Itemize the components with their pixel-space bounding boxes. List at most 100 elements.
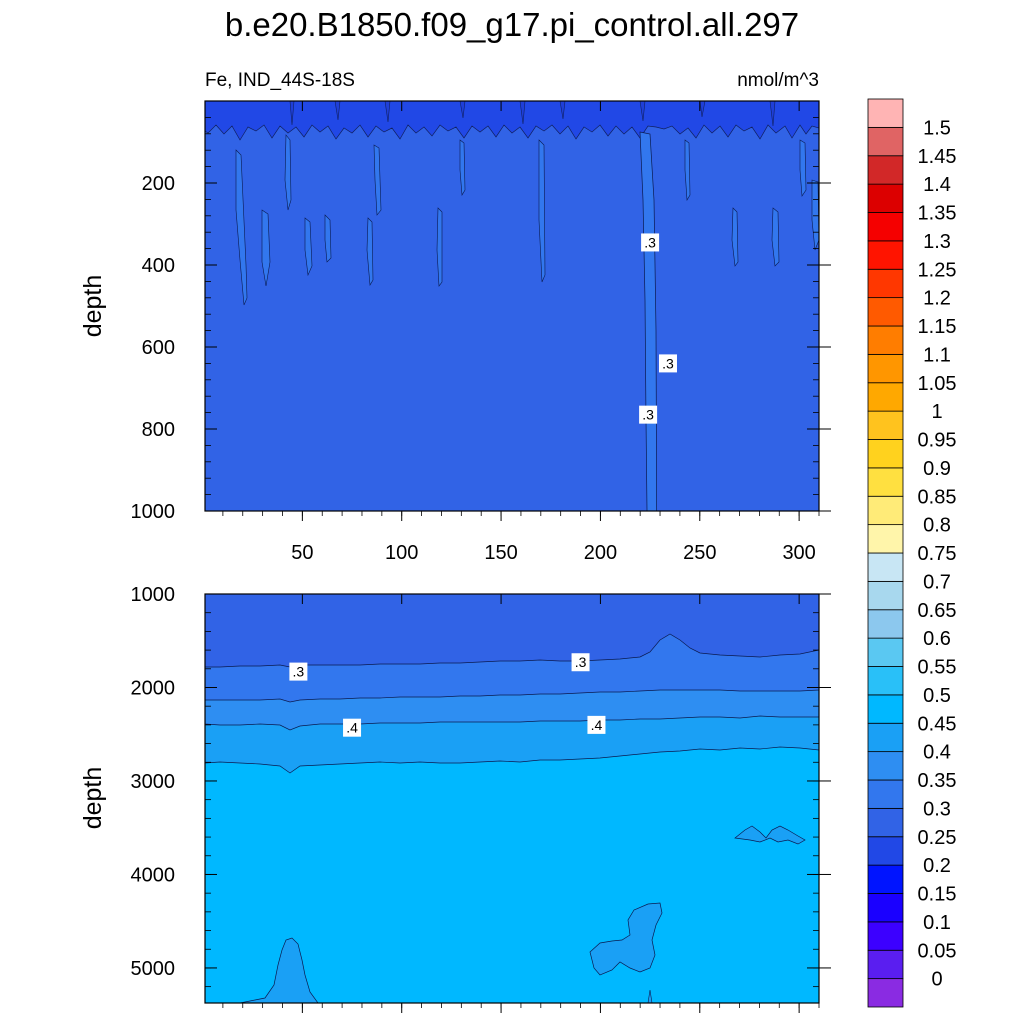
colorbar-swatch: [867, 98, 904, 128]
colorbar-label: 0.3: [923, 798, 951, 820]
y-tick-label: 3000: [131, 771, 176, 793]
colorbar-swatch: [867, 751, 904, 781]
colorbar-swatch: [867, 240, 904, 270]
upper-y-axis-label: depth: [79, 275, 107, 338]
upper-streak-15: [684, 139, 691, 201]
colorbar-label: 0.35: [918, 770, 957, 792]
upper-streak-13: [799, 139, 807, 197]
colorbar-label: 1.25: [918, 259, 957, 281]
colorbar-label: 1.1: [923, 344, 951, 366]
colorbar-swatch: [867, 978, 904, 1008]
lower-plot-frame: [204, 593, 820, 1004]
colorbar-swatch: [867, 580, 904, 611]
contour-label: .3: [662, 355, 674, 371]
colorbar-swatch: [867, 836, 904, 866]
colorbar-label: 1.05: [918, 373, 957, 395]
colorbar-label: 0.65: [918, 600, 957, 622]
contour-label-box: [571, 653, 590, 672]
y-tick-label: 600: [142, 337, 175, 359]
colorbar-swatch: [867, 126, 904, 157]
colorbar-swatch: [867, 949, 904, 980]
lower-deep-patch-west: [239, 937, 319, 1003]
contour-label: .3: [644, 234, 656, 250]
x-tick-label: 300: [782, 542, 815, 564]
colorbar-label: 1: [931, 401, 942, 423]
colorbar-label: 0.75: [918, 543, 957, 565]
upper-contour-field: [205, 101, 819, 511]
colorbar-swatch: [867, 353, 904, 384]
colorbar-swatch: [867, 666, 904, 696]
colorbar-label: 0.25: [918, 827, 957, 849]
x-tick-label: 150: [484, 542, 517, 564]
colorbar-swatch: [867, 864, 904, 894]
colorbar-swatch: [867, 779, 904, 809]
contour-label: .3: [575, 654, 587, 670]
colorbar-label: 0.15: [918, 884, 957, 906]
colorbar-label: 1.35: [918, 203, 957, 225]
colorbar-label: 0.8: [923, 515, 951, 537]
colorbar-label: 0.85: [918, 486, 957, 508]
colorbar-swatch: [867, 694, 904, 724]
upper-fill-base: [205, 101, 819, 511]
y-tick-label: 4000: [131, 864, 176, 886]
variable-label: Fe, IND_44S-18S: [205, 70, 355, 91]
colorbar: 0 0.05 0.1 0.15 0.2 0.25 0.3 0.35 0.4 0.45 0.5 0.55…: [867, 98, 957, 1008]
colorbar-label: 0.05: [918, 940, 957, 962]
y-tick-label: 400: [142, 255, 175, 277]
colorbar-label: 1.2: [923, 288, 951, 310]
y-tick-label: 1000: [131, 501, 176, 523]
colorbar-label: 0.2: [923, 855, 951, 877]
colorbar-swatch: [867, 893, 904, 923]
lower-panel: 1000 2000 3000 4000 5000 .3 .3 .4 .4 depth: [79, 584, 831, 1013]
upper-surface-band: [205, 101, 819, 141]
x-tick-label: 50: [291, 542, 313, 564]
colorbar-label: 0.9: [923, 458, 951, 480]
colorbar-label: 0.4: [923, 742, 951, 764]
colorbar-swatch: [867, 552, 904, 582]
upper-streak-9: [538, 139, 546, 283]
colorbar-label: 1.4: [923, 174, 951, 196]
colorbar-swatch: [867, 524, 904, 554]
colorbar-label: 0.55: [918, 657, 957, 679]
colorbar-label: 0.7: [923, 571, 951, 593]
colorbar-label: 0.5: [923, 685, 951, 707]
lower-contour-field: [205, 594, 819, 1003]
y-tick-label: 5000: [131, 958, 176, 980]
upper-streak-1: [235, 149, 248, 306]
units-label: nmol/m^3: [737, 70, 819, 91]
colorbar-label: 1.45: [918, 146, 957, 168]
colorbar-swatch: [867, 325, 904, 355]
y-tick-label: 1000: [131, 584, 176, 606]
upper-plot-frame: [204, 100, 820, 512]
colorbar-swatch: [867, 382, 904, 412]
chart-title: b.e20.B1850.f09_g17.pi_control.all.297: [225, 6, 799, 43]
colorbar-swatch: [867, 722, 904, 753]
colorbar-swatch: [867, 268, 904, 299]
upper-streak-5: [324, 214, 332, 263]
colorbar-label: 1.15: [918, 316, 957, 338]
colorbar-swatch: [867, 183, 904, 213]
lower-contour-labels: .3 .3 .4 .4: [289, 653, 606, 737]
lower-y-axis-label: depth: [79, 767, 107, 830]
colorbar-label: 1.5: [923, 117, 951, 139]
upper-surface-streaks: [289, 101, 776, 127]
y-tick-label: 200: [142, 173, 175, 195]
colorbar-label: 0: [931, 969, 942, 991]
colorbar-label: 1.3: [923, 231, 951, 253]
colorbar-swatch: [867, 212, 904, 242]
upper-streak-11: [731, 207, 739, 267]
colorbar-label: 0.45: [918, 713, 957, 735]
lower-deep-patch-ne: [734, 825, 806, 845]
y-tick-label: 800: [142, 419, 175, 441]
colorbar-swatch: [867, 921, 904, 951]
colorbar-swatch: [867, 807, 904, 838]
contour-label: .4: [346, 720, 358, 736]
upper-streak-12: [771, 207, 780, 267]
colorbar-swatch: [867, 495, 904, 526]
lower-ticks: 1000 2000 3000 4000 5000: [131, 584, 831, 1013]
colorbar-label: 0.1: [923, 912, 951, 934]
colorbar-swatch: [867, 297, 904, 327]
upper-streak-10: [459, 139, 466, 196]
